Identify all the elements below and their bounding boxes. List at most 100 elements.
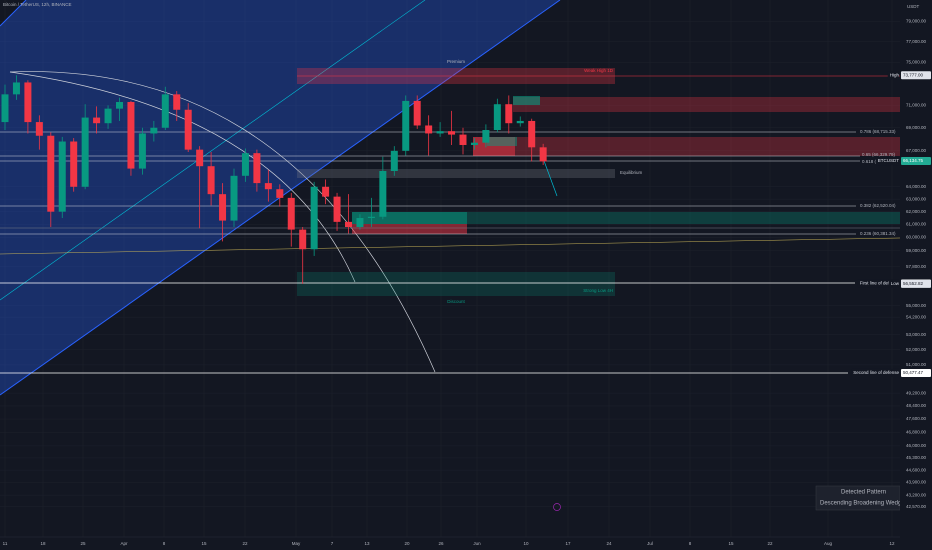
pattern-name: Descending Broadening Wedge <box>820 501 905 507</box>
candle-body <box>230 175 238 221</box>
y-tick-label: 49,200.00 <box>906 390 927 395</box>
price-tag-name: First line of defense <box>860 281 900 286</box>
candle-body <box>379 170 387 217</box>
price-tag-name-bg <box>887 71 899 80</box>
x-tick-label: 22 <box>767 541 773 546</box>
candle-body <box>528 120 536 148</box>
candle-body <box>390 150 398 171</box>
candle-body <box>413 100 421 126</box>
price-tag <box>901 71 931 80</box>
y-tick-label: 79,000.00 <box>906 19 927 24</box>
price-tag-name-bg <box>857 279 899 288</box>
channel-edge <box>0 0 27 27</box>
candle-body <box>310 186 318 250</box>
price-tag-label: 56,552.82 <box>903 281 924 286</box>
candle-body <box>138 133 146 169</box>
candles <box>1 75 547 284</box>
axis-labels: 79,000.00 77,000.00 75,000.00 71,000.00 69,0… <box>3 19 931 546</box>
y-tick-label: 44,600.00 <box>906 467 927 472</box>
y-tick-label: 77,000.00 <box>906 39 927 44</box>
candle-body <box>93 117 101 124</box>
y-tick-label: 60,000.00 <box>906 235 927 240</box>
candle-body <box>436 131 444 134</box>
x-tick-label: 15 <box>728 541 734 546</box>
price-tag-name: Low <box>891 281 900 286</box>
annotation: Weak High 1D <box>584 68 614 73</box>
candle-body <box>219 194 227 221</box>
x-tick-label: 10 <box>523 541 529 546</box>
candle-body <box>287 197 295 230</box>
arc <box>9 71 436 373</box>
y-tick-label: 46,000.00 <box>906 443 927 448</box>
x-tick-label: 11 <box>3 541 8 546</box>
candle-body <box>505 104 513 124</box>
x-tick-label: Aug <box>824 541 833 546</box>
candle-body <box>173 94 181 110</box>
candle-body <box>253 153 261 184</box>
candle-body <box>58 141 66 212</box>
fib-label: 0.786 (68,715.33) <box>860 129 896 134</box>
currency: USDT <box>907 4 920 9</box>
y-tick-label: 71,000.00 <box>906 103 927 108</box>
annotation: Premium <box>447 59 465 64</box>
candle-body <box>299 229 307 250</box>
event-icon[interactable] <box>553 503 561 511</box>
y-tick-label: 59,000.00 <box>906 248 927 253</box>
candle-body <box>470 142 478 145</box>
arc <box>9 71 356 283</box>
candle-body <box>276 189 284 198</box>
candle-body <box>356 218 364 228</box>
x-tick-label: May <box>292 541 301 546</box>
x-tick-label: Apr <box>120 541 128 546</box>
annotation: Equilibrium <box>620 170 643 175</box>
supply-zone <box>473 137 900 156</box>
candle-body <box>459 134 467 145</box>
y-tick-label: 48,400.00 <box>906 403 927 408</box>
pattern-box[interactable] <box>815 485 901 511</box>
y-tick-label: 57,800.00 <box>906 264 927 269</box>
candle-body <box>367 216 375 219</box>
y-tick-label: 54,200.00 <box>906 314 927 319</box>
y-tick-label: 42,570.00 <box>906 504 927 509</box>
price-tag-name-bg <box>888 279 899 288</box>
price-tag-name: High <box>890 72 900 77</box>
price-tag <box>901 368 931 377</box>
price-tag-name-bg <box>875 157 899 166</box>
price-tag-label: 66,134.75 <box>903 158 924 163</box>
price-tag-name: BTCUSDT <box>878 158 900 163</box>
x-tick-label: 17 <box>565 541 571 546</box>
x-tick-label: 26 <box>438 541 444 546</box>
candle-body <box>70 141 78 187</box>
candle-body <box>345 221 352 228</box>
y-tick-label: 63,000.00 <box>906 196 927 201</box>
price-tag-name: Second line of defense <box>853 370 899 375</box>
candle-body <box>47 135 55 212</box>
candle-body <box>104 108 112 124</box>
candle-body <box>35 122 43 136</box>
fib-label: 0.382 (62,520.04) <box>860 203 896 208</box>
candle-body <box>425 125 433 134</box>
demand-zone <box>352 212 900 224</box>
y-tick-label: 52,000.00 <box>906 347 927 352</box>
x-tick-label: 20 <box>404 541 410 546</box>
candle-body <box>482 130 490 143</box>
supply-zone <box>352 224 467 234</box>
fib-label: 0.236 (60,381.34) <box>860 231 896 236</box>
y-tick-label: 45,300.00 <box>906 455 927 460</box>
x-tick-label: 24 <box>606 541 612 546</box>
y-tick-label: 47,600.00 <box>906 416 927 421</box>
x-tick-label: 15 <box>201 541 207 546</box>
price-axis <box>900 0 932 550</box>
x-tick-label: 13 <box>364 541 370 546</box>
x-tick-label: 8 <box>163 541 166 546</box>
annotation: Strong Low 4H <box>583 288 613 293</box>
y-tick-label: 61,000.00 <box>906 222 927 227</box>
candle-body <box>150 127 158 134</box>
equilibrium-zone <box>297 169 615 178</box>
x-tick-label: 8 <box>689 541 692 546</box>
candle-body <box>539 147 547 162</box>
x-tick-label: 12 <box>889 541 895 546</box>
supply-zone <box>513 97 900 112</box>
y-tick-label: 62,000.00 <box>906 209 927 214</box>
candle-body <box>24 82 32 123</box>
